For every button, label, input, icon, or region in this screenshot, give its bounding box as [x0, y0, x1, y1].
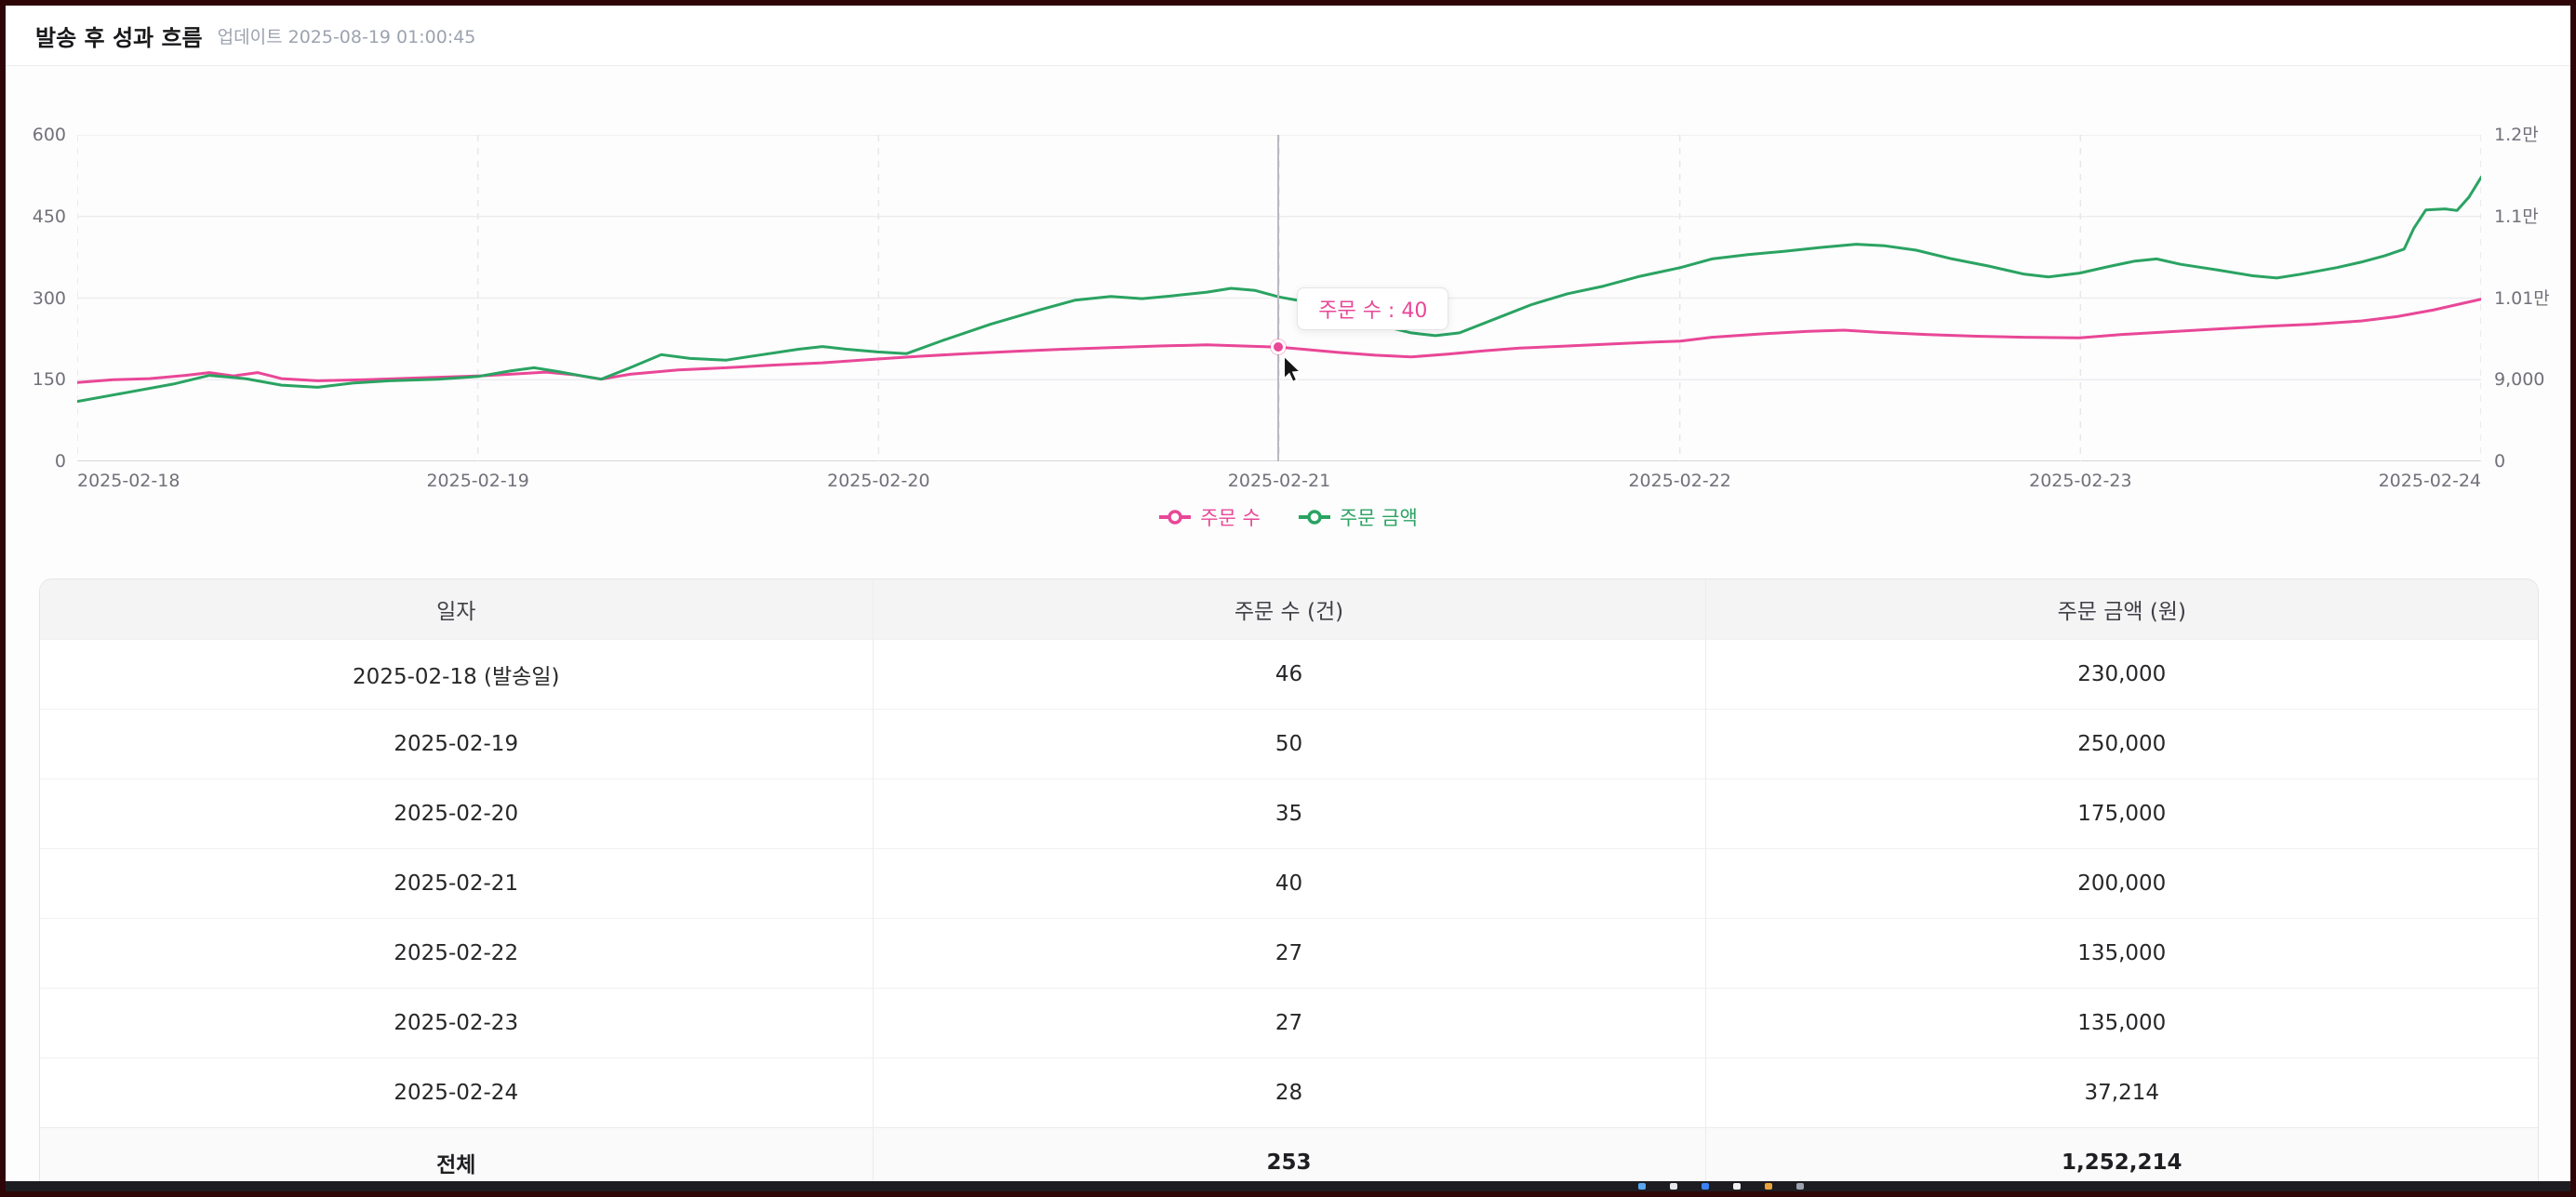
table-total-row: 전체 253 1,252,214 — [40, 1127, 2538, 1191]
table-cell: 27 — [872, 918, 1705, 989]
updated-timestamp: 업데이트 2025-08-19 01:00:45 — [217, 26, 476, 47]
legend-label: 주문 금액 — [1339, 507, 1418, 529]
table-row: 2025-02-20 35 175,000 — [40, 778, 2538, 849]
y-axis-left-label: 150 — [32, 369, 66, 391]
column-header: 일자 — [40, 579, 873, 640]
table-cell: 2025-02-24 — [40, 1057, 873, 1128]
x-axis-label: 2025-02-21 — [1227, 471, 1331, 491]
total-cell: 전체 — [40, 1127, 873, 1191]
table-row: 2025-02-21 40 200,000 — [40, 848, 2538, 919]
crosshair-line — [1277, 135, 1280, 461]
page-title: 발송 후 성과 흐름 — [35, 24, 203, 51]
mouse-cursor-icon — [1282, 354, 1306, 388]
table-cell: 175,000 — [1704, 778, 2538, 849]
chart-tooltip: 주문 수 : 40 — [1297, 287, 1449, 330]
table-footer: 전체 253 1,252,214 — [40, 1127, 2538, 1191]
table-cell: 50 — [872, 709, 1705, 779]
table-cell: 40 — [872, 848, 1705, 919]
table-cell: 37,214 — [1704, 1057, 2538, 1128]
x-axis: 2025-02-18 2025-02-19 2025-02-20 2025-02-21… — [77, 471, 2481, 497]
taskbar-icon[interactable] — [1733, 1183, 1741, 1190]
table-cell: 27 — [872, 988, 1705, 1058]
table-cell: 46 — [872, 639, 1705, 710]
table-cell: 250,000 — [1704, 709, 2538, 779]
table-cell: 2025-02-18 (발송일) — [40, 639, 873, 710]
y-axis-right-label: 1.01만 — [2494, 287, 2550, 309]
table-cell: 2025-02-21 — [40, 848, 873, 919]
column-header: 주문 수 (건) — [872, 579, 1705, 640]
taskbar-icon[interactable] — [1796, 1183, 1804, 1190]
x-axis-label: 2025-02-18 — [77, 471, 180, 491]
legend-item-amount[interactable]: 주문 금액 — [1298, 503, 1418, 531]
x-axis-label: 2025-02-19 — [426, 471, 529, 491]
table-cell: 28 — [872, 1057, 1705, 1128]
legend-item-orders[interactable]: 주문 수 — [1158, 503, 1261, 531]
daily-performance-table: 일자 주문 수 (건) 주문 금액 (원) 2025-02-18 (발송일) 46 23… — [40, 579, 2538, 1191]
table-cell: 2025-02-22 — [40, 918, 873, 989]
daily-performance-table-container: 일자 주문 수 (건) 주문 금액 (원) 2025-02-18 (발송일) 46 23… — [39, 579, 2539, 1191]
y-axis-left: 600 450 300 150 0 — [6, 125, 66, 472]
taskbar-icon[interactable] — [1765, 1183, 1772, 1190]
table-row: 2025-02-22 27 135,000 — [40, 918, 2538, 989]
y-axis-right-label: 1.2만 — [2494, 125, 2539, 145]
x-axis-label: 2025-02-22 — [1628, 471, 1731, 491]
taskbar-icon[interactable] — [1702, 1183, 1709, 1190]
y-axis-left-label: 450 — [32, 206, 66, 227]
x-axis-label: 2025-02-24 — [2378, 471, 2481, 491]
tooltip-text: 주문 수 : 40 — [1318, 299, 1428, 323]
table-cell: 2025-02-20 — [40, 778, 873, 849]
x-axis-label: 2025-02-20 — [827, 471, 930, 491]
orders-series-line — [75, 298, 2483, 384]
hover-point-marker — [1271, 339, 1287, 355]
table-cell: 2025-02-23 — [40, 988, 873, 1058]
table-cell: 135,000 — [1704, 988, 2538, 1058]
total-cell: 253 — [872, 1127, 1705, 1191]
table-cell: 230,000 — [1704, 639, 2538, 710]
table-row: 2025-02-19 50 250,000 — [40, 709, 2538, 779]
table-cell: 200,000 — [1704, 848, 2538, 919]
legend-label: 주문 수 — [1200, 507, 1261, 529]
table-cell: 35 — [872, 778, 1705, 849]
table-header: 일자 주문 수 (건) 주문 금액 (원) — [40, 579, 2538, 640]
legend-marker-icon — [1159, 510, 1192, 525]
chart-legend: 주문 수 주문 금액 — [6, 504, 2570, 530]
chart-plot-area[interactable]: 주문 수 : 40 — [75, 134, 2483, 462]
legend-marker-icon — [1298, 510, 1330, 525]
x-axis-label: 2025-02-23 — [2029, 471, 2132, 491]
table-row: 2025-02-23 27 135,000 — [40, 988, 2538, 1058]
y-axis-right-label: 1.1만 — [2494, 206, 2539, 227]
taskbar-icon[interactable] — [1638, 1183, 1646, 1190]
table-cell: 2025-02-19 — [40, 709, 873, 779]
table-row: 2025-02-24 28 37,214 — [40, 1057, 2538, 1128]
y-axis-right-label: 9,000 — [2494, 369, 2545, 391]
y-axis-left-label: 300 — [32, 287, 66, 309]
y-axis-right: 1.2만 1.1만 1.01만 9,000 0 — [2494, 125, 2570, 472]
y-axis-left-label: 600 — [32, 125, 66, 145]
total-cell: 1,252,214 — [1704, 1127, 2538, 1191]
y-axis-left-label: 0 — [54, 451, 66, 472]
table-row: 2025-02-18 (발송일) 46 230,000 — [40, 639, 2538, 710]
taskbar-icon[interactable] — [1670, 1183, 1677, 1190]
table-body: 2025-02-18 (발송일) 46 230,000 2025-02-19 50 250… — [40, 639, 2538, 1128]
y-axis-right-label: 0 — [2494, 451, 2506, 472]
header: 발송 후 성과 흐름 업데이트 2025-08-19 01:00:45 — [6, 6, 2570, 66]
table-cell: 135,000 — [1704, 918, 2538, 989]
table-header-row: 일자 주문 수 (건) 주문 금액 (원) — [40, 579, 2538, 640]
taskbar-strip — [6, 1181, 2570, 1191]
column-header: 주문 금액 (원) — [1704, 579, 2538, 640]
